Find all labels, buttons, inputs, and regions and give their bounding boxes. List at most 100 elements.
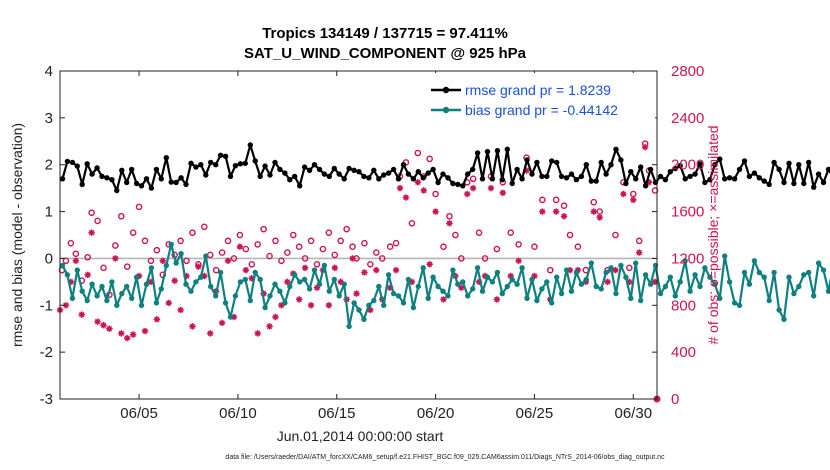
bias-point bbox=[598, 286, 604, 292]
obs-assimilated-marker bbox=[353, 290, 360, 297]
bias-point bbox=[568, 288, 575, 294]
bias-point bbox=[351, 300, 357, 306]
bias-point bbox=[257, 276, 263, 283]
left-tick-label: 1 bbox=[45, 204, 53, 221]
obs-assimilated-marker bbox=[566, 266, 574, 274]
rmse-point bbox=[64, 158, 71, 165]
obs-possible-marker bbox=[135, 203, 143, 211]
rmse-point bbox=[568, 171, 575, 177]
obs-possible-marker bbox=[612, 231, 619, 239]
obs-possible-marker bbox=[319, 245, 327, 253]
obs-possible-marker bbox=[129, 229, 137, 236]
bias-point bbox=[208, 283, 214, 290]
bias-point bbox=[292, 272, 298, 278]
rmse-point bbox=[267, 172, 273, 178]
obs-assimilated-marker bbox=[230, 313, 238, 321]
rmse-point bbox=[282, 170, 288, 176]
rmse-point bbox=[751, 170, 758, 176]
bias-point bbox=[786, 274, 792, 280]
bias-point bbox=[213, 293, 219, 299]
rmse-point bbox=[667, 169, 673, 175]
obs-possible-marker bbox=[507, 229, 515, 236]
bias-point bbox=[717, 295, 723, 301]
rmse-point bbox=[642, 183, 649, 189]
obs-possible-marker bbox=[88, 209, 95, 217]
plot-area bbox=[60, 71, 657, 399]
bias-point bbox=[361, 316, 367, 322]
right-tick-label: 2400 bbox=[671, 110, 704, 127]
obs-possible-marker bbox=[67, 239, 75, 247]
obs-possible-marker bbox=[560, 202, 568, 210]
right-tick-label: 1200 bbox=[671, 250, 704, 267]
x-tick-labels: 06/05 06/10 06/15 06/20 06/25 06/30 bbox=[120, 405, 652, 422]
rmse-point bbox=[94, 165, 100, 171]
obs-assimilated-marker bbox=[159, 257, 166, 264]
bias-point bbox=[89, 281, 95, 287]
rmse-point bbox=[341, 176, 347, 182]
obs-assimilated-marker bbox=[361, 269, 368, 276]
bias-point bbox=[731, 300, 738, 306]
rmse-point bbox=[232, 163, 239, 169]
obs-possible-marker bbox=[367, 260, 374, 268]
obs-assimilated-marker bbox=[651, 278, 659, 286]
obs-possible-marker bbox=[574, 243, 582, 251]
bias-point bbox=[440, 288, 446, 294]
obs-assimilated-marker bbox=[507, 272, 514, 280]
rmse-point bbox=[74, 163, 81, 169]
obs-assimilated-marker bbox=[596, 214, 603, 221]
rmse-point bbox=[410, 176, 417, 182]
bias-point bbox=[381, 302, 387, 308]
obs-assimilated-marker bbox=[94, 318, 101, 325]
bias-point bbox=[138, 302, 145, 308]
bias-point bbox=[751, 258, 758, 264]
bias-point bbox=[267, 293, 273, 299]
bias-point bbox=[712, 281, 718, 287]
rmse-point bbox=[756, 175, 762, 181]
bias-point bbox=[563, 267, 570, 273]
bias-point bbox=[657, 290, 664, 297]
bias-point bbox=[133, 274, 140, 280]
obs-possible-marker bbox=[566, 231, 574, 239]
left-tick-label: 0 bbox=[45, 250, 53, 267]
obs-assimilated-marker bbox=[100, 322, 107, 329]
rmse-point bbox=[301, 164, 308, 170]
bias-point bbox=[460, 279, 466, 285]
rmse-point bbox=[796, 162, 802, 168]
bias-point bbox=[158, 286, 164, 292]
obs-assimilated-marker bbox=[183, 272, 190, 280]
bias-point bbox=[277, 288, 283, 294]
bias-point bbox=[227, 314, 234, 320]
bias-point bbox=[168, 241, 174, 248]
obs-assimilated-marker bbox=[207, 330, 214, 337]
bias-point bbox=[59, 262, 66, 269]
bias-point bbox=[583, 276, 589, 283]
obs-assimilated-marker bbox=[67, 278, 75, 286]
rmse-point bbox=[806, 159, 812, 166]
rmse-point bbox=[366, 175, 372, 181]
obs-possible-marker bbox=[372, 249, 380, 256]
obs-possible-marker bbox=[230, 255, 238, 262]
rmse-point bbox=[326, 173, 332, 180]
bias-point bbox=[217, 269, 224, 276]
obs-assimilated-marker bbox=[396, 184, 404, 192]
bias-point bbox=[64, 272, 71, 278]
bias-point bbox=[667, 274, 673, 280]
rmse-point bbox=[479, 176, 486, 182]
obs-possible-marker bbox=[248, 260, 256, 268]
bias-point bbox=[479, 288, 486, 294]
obs-possible-marker bbox=[189, 229, 196, 236]
bias-point bbox=[321, 262, 328, 269]
rmse-point bbox=[321, 171, 328, 177]
rmse-point bbox=[583, 162, 589, 168]
chart-subtitle: SAT_U_WIND_COMPONENT @ 925 hPa bbox=[244, 45, 527, 62]
rmse-point bbox=[450, 180, 456, 187]
obs-possible-marker bbox=[552, 196, 560, 204]
obs-possible-marker bbox=[141, 237, 149, 245]
bias-point bbox=[796, 283, 802, 290]
rmse-point bbox=[435, 179, 441, 186]
bias-point bbox=[366, 302, 372, 308]
obs-possible-marker bbox=[100, 264, 107, 272]
rmse-point bbox=[203, 172, 209, 178]
legend-box bbox=[427, 73, 655, 121]
obs-assimilated-marker bbox=[242, 266, 250, 274]
